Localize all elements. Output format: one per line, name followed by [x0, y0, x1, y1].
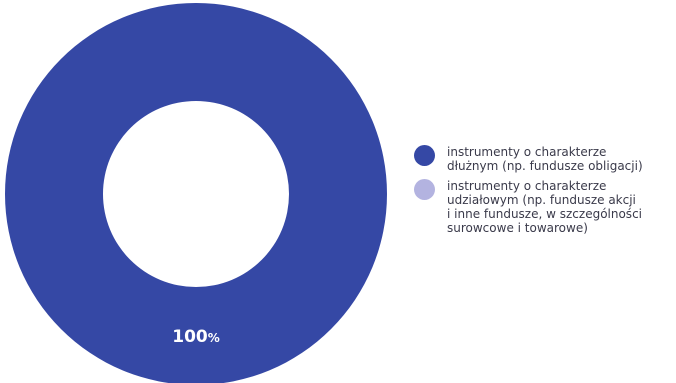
legend-swatch-equity — [414, 179, 435, 200]
slice-label-debt: 100% — [172, 327, 220, 347]
legend-label-debt: instrumenty o charakterze dłużnym (np. f… — [447, 145, 643, 173]
legend-swatch-debt — [414, 145, 435, 166]
legend-item-equity: instrumenty o charakterze udziałowym (np… — [414, 179, 676, 235]
legend-label-equity: instrumenty o charakterze udziałowym (np… — [447, 179, 642, 235]
legend-item-debt: instrumenty o charakterze dłużnym (np. f… — [414, 145, 676, 173]
chart-legend: instrumenty o charakterze dłużnym (np. f… — [414, 145, 676, 241]
donut-slice-debt — [5, 3, 387, 383]
